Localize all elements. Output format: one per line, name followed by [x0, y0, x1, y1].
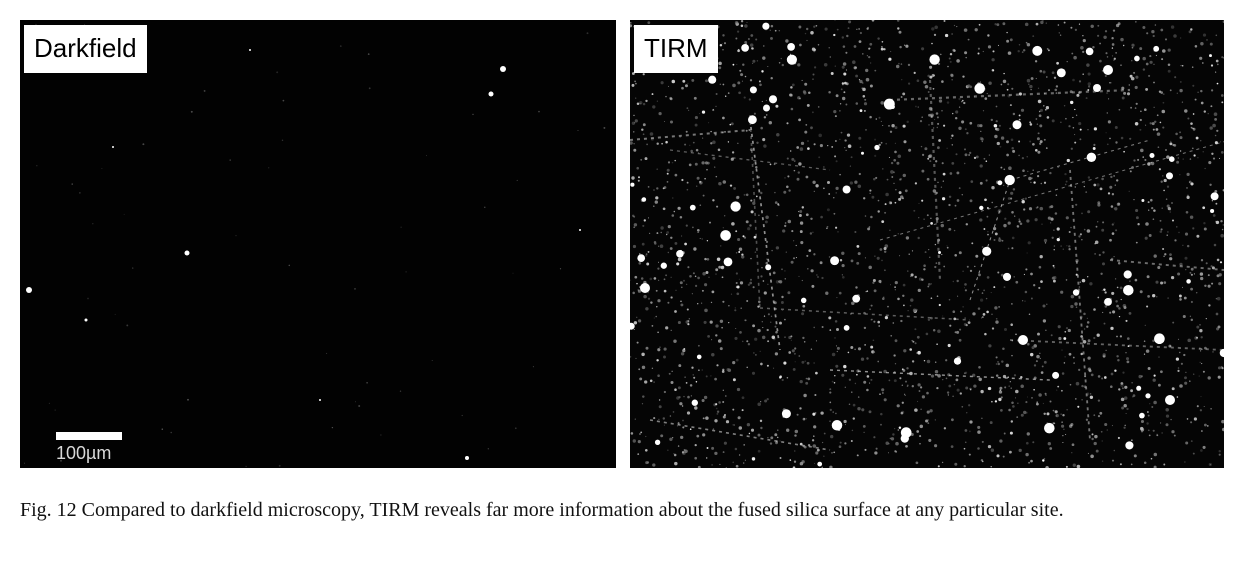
tirm-image — [630, 20, 1224, 468]
tirm-panel-label: TIRM — [634, 25, 718, 73]
scale-bar — [56, 432, 122, 440]
scale-bar-label: 100µm — [56, 443, 112, 463]
darkfield-image — [20, 20, 616, 468]
figure-caption: Fig. 12 Compared to darkfield microscopy… — [20, 499, 1064, 521]
darkfield-micrograph: Darkfield 100µm — [20, 20, 616, 468]
tirm-micrograph: TIRM — [630, 20, 1224, 468]
darkfield-panel-label: Darkfield — [24, 25, 147, 73]
